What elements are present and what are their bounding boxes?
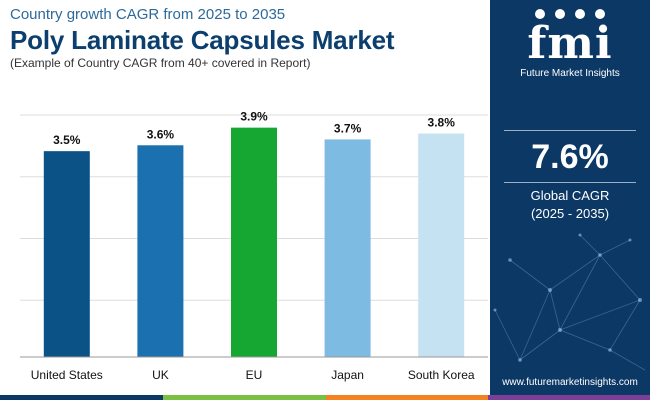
sidebar: fmi Future Market Insights 7.6% Global C…: [490, 0, 650, 400]
bottom-color-bar-2: [163, 395, 326, 400]
bar-uk: [137, 145, 184, 357]
data-label: 3.6%: [147, 127, 175, 141]
bar-chart: 3.5% United States 3.6% UK 3.9% EU 3.7% Japan 3.…: [0, 100, 490, 392]
header: Country growth CAGR from 2025 to 2035 Po…: [10, 6, 490, 71]
x-tick-label: UK: [152, 368, 169, 382]
data-label: 3.5%: [53, 133, 81, 147]
bar-chart-svg: 3.5% United States 3.6% UK 3.9% EU 3.7% Japan 3.…: [20, 110, 488, 382]
logo-text: Future Market Insights: [520, 68, 620, 79]
data-label: 3.9%: [240, 110, 268, 124]
bottom-color-bar-1: [0, 395, 163, 400]
data-label: 3.7%: [334, 121, 362, 135]
bar-united-states: [43, 151, 90, 357]
bar-south-korea: [418, 133, 465, 357]
bottom-color-bar-4: [488, 395, 650, 400]
logo-icons: [535, 9, 605, 19]
bar-eu: [231, 127, 277, 357]
fmi-logo: fmi Future Market Insights: [490, 8, 650, 79]
data-label: 3.8%: [428, 116, 456, 130]
global-cagr-value: 7.6%: [531, 138, 609, 176]
chart-subtitle: Country growth CAGR from 2025 to 2035: [10, 6, 286, 23]
chart-title: Poly Laminate Capsules Market: [10, 25, 395, 55]
divider-bottom: [504, 182, 636, 183]
bar-japan: [324, 139, 371, 357]
x-tick-label: Japan: [331, 368, 364, 382]
chart-note: (Example of Country CAGR from 40+ covere…: [10, 56, 311, 70]
website-link[interactable]: www.futuremarketinsights.com: [502, 377, 638, 388]
network-graphic: [493, 233, 646, 371]
global-cagr-period: (2025 - 2035): [530, 206, 610, 221]
global-cagr-label: Global CAGR (2025 - 2035): [490, 187, 650, 223]
bottom-color-bar-3: [326, 395, 488, 400]
x-tick-label: United States: [31, 368, 103, 382]
divider-top: [504, 130, 636, 131]
global-cagr-title: Global CAGR: [530, 188, 610, 203]
logo-mark: fmi: [527, 18, 613, 69]
x-tick-label: South Korea: [408, 368, 475, 382]
x-tick-label: EU: [246, 368, 263, 382]
